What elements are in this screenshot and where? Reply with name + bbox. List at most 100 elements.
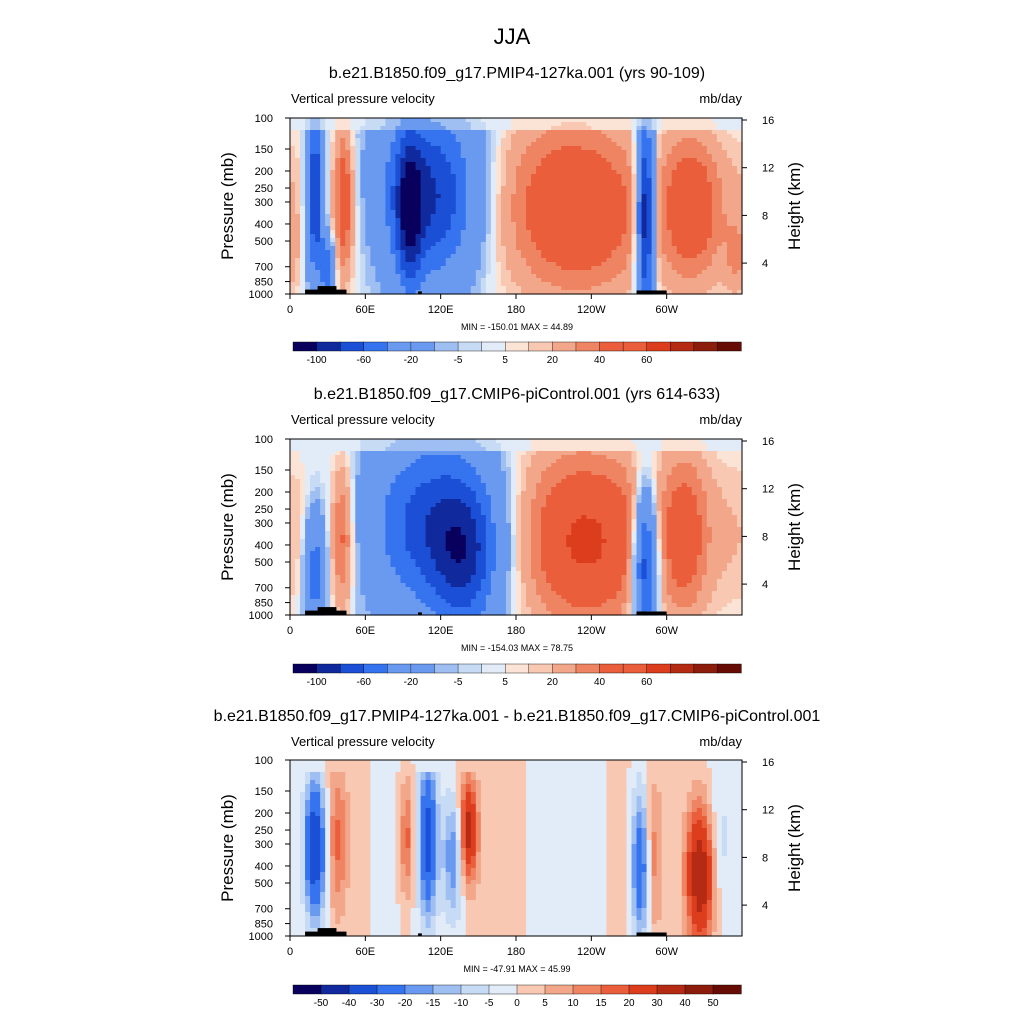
field-cell — [500, 242, 507, 247]
field-cell — [300, 142, 306, 147]
field-cell — [505, 142, 512, 147]
field-cell — [701, 142, 708, 147]
field-cell — [716, 186, 723, 191]
field-cell — [631, 290, 638, 295]
field-cell — [671, 150, 678, 155]
field-cell — [490, 250, 497, 255]
field-cell — [310, 186, 316, 191]
field-cell — [561, 218, 567, 223]
field-cell — [731, 154, 738, 159]
field-cell — [646, 158, 653, 163]
field-cell — [485, 451, 492, 456]
field-cell — [606, 274, 613, 279]
field-cell — [691, 150, 698, 155]
field-cell — [405, 142, 412, 147]
field-cell — [521, 214, 527, 219]
field-cell — [616, 455, 623, 460]
field-cell — [290, 254, 296, 259]
field-cell — [500, 230, 507, 235]
field-cell — [320, 138, 326, 143]
field-cell — [581, 206, 587, 211]
field-cell — [370, 459, 376, 464]
field-cell — [606, 270, 613, 275]
field-cell — [465, 130, 472, 135]
field-cell — [646, 254, 653, 259]
field-cell — [450, 202, 457, 207]
field-cell — [340, 130, 346, 135]
field-cell — [551, 142, 557, 147]
field-cell — [686, 222, 693, 227]
field-cell — [671, 234, 678, 239]
field-cell — [295, 266, 301, 271]
field-cell — [465, 146, 472, 151]
field-cell — [385, 210, 392, 215]
field-cell — [435, 126, 442, 131]
field-cell — [646, 130, 653, 135]
field-cell — [395, 455, 402, 460]
field-cell — [666, 246, 673, 251]
field-cell — [485, 158, 492, 163]
field-cell — [490, 479, 497, 484]
field-cell — [335, 286, 341, 291]
field-cell — [616, 250, 623, 255]
field-cell — [571, 218, 577, 223]
field-cell — [611, 455, 618, 460]
field-cell — [485, 142, 492, 147]
field-cell — [546, 242, 552, 247]
field-cell — [475, 194, 482, 199]
field-cell — [596, 190, 602, 195]
field-cell — [430, 118, 437, 123]
field-cell — [601, 258, 607, 263]
field-cell — [556, 162, 562, 167]
field-cell — [691, 226, 698, 231]
field-cell — [490, 238, 497, 243]
field-cell — [556, 150, 562, 155]
field-cell — [611, 122, 618, 127]
field-cell — [546, 254, 552, 259]
field-cell — [586, 190, 592, 195]
field-cell — [536, 142, 542, 147]
field-cell — [330, 118, 336, 123]
field-cell — [716, 122, 723, 127]
field-cell — [681, 447, 688, 452]
field-cell — [551, 138, 557, 143]
field-cell — [521, 286, 527, 291]
field-cell — [706, 455, 713, 460]
field-cell — [375, 254, 381, 259]
field-cell — [661, 471, 668, 476]
field-cell — [586, 439, 592, 444]
field-cell — [586, 214, 592, 219]
field-cell — [556, 186, 562, 191]
field-cell — [485, 274, 492, 279]
field-cell — [495, 254, 502, 259]
field-cell — [626, 158, 633, 163]
field-cell — [460, 262, 467, 267]
field-cell — [566, 190, 572, 195]
field-cell — [415, 178, 422, 183]
field-cell — [385, 218, 392, 223]
field-cell — [385, 206, 392, 211]
field-cell — [566, 206, 572, 211]
field-cell — [395, 126, 402, 131]
field-cell — [405, 475, 412, 480]
field-cell — [465, 282, 472, 287]
field-cell — [616, 230, 623, 235]
field-cell — [541, 262, 547, 267]
field-cell — [345, 270, 351, 275]
field-cell — [475, 154, 482, 159]
field-cell — [526, 238, 532, 243]
field-cell — [716, 475, 723, 480]
field-cell — [706, 238, 713, 243]
field-cell — [566, 154, 572, 159]
field-cell — [350, 238, 356, 243]
field-cell — [596, 290, 602, 295]
field-cell — [731, 258, 738, 263]
field-cell — [566, 226, 572, 231]
field-cell — [561, 282, 567, 287]
field-cell — [380, 475, 387, 480]
field-cell — [666, 134, 673, 139]
field-cell — [380, 134, 387, 139]
field-cell — [425, 246, 432, 251]
field-cell — [531, 447, 537, 452]
field-cell — [616, 266, 623, 271]
